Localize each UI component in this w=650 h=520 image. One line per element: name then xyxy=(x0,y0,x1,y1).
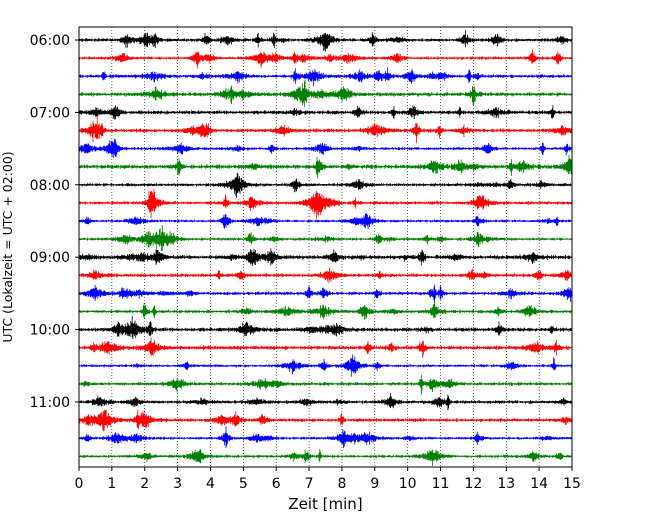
plot-frame xyxy=(78,26,573,468)
x-tick-label: 2 xyxy=(140,476,149,492)
x-tick-label: 5 xyxy=(239,476,248,492)
x-tick-label: 15 xyxy=(563,476,581,492)
y-tick-label: 11:00 xyxy=(30,395,70,411)
y-axis: 06:00 07:00 08:00 09:00 10:00 11:00 xyxy=(30,33,79,411)
x-tick-label: 4 xyxy=(206,476,215,492)
x-tick-label: 14 xyxy=(530,476,548,492)
x-tick-label: 6 xyxy=(272,476,281,492)
plot-area xyxy=(79,27,572,467)
x-tick-label: 13 xyxy=(497,476,515,492)
x-tick-label: 8 xyxy=(337,476,346,492)
y-tick-label: 07:00 xyxy=(30,105,70,121)
x-tick-label: 1 xyxy=(107,476,116,492)
y-tick-label: 09:00 xyxy=(30,250,70,266)
x-tick-label: 7 xyxy=(305,476,314,492)
x-axis: 0 1 2 3 4 5 6 7 8 9 10 11 12 13 14 15 xyxy=(75,467,581,492)
x-tick-label: 12 xyxy=(464,476,482,492)
x-tick-label: 0 xyxy=(75,476,84,492)
x-tick-label: 11 xyxy=(432,476,450,492)
x-gridlines xyxy=(111,27,540,467)
x-tick-label: 9 xyxy=(370,476,379,492)
y-tick-label: 06:00 xyxy=(30,33,70,49)
y-tick-label: 10:00 xyxy=(30,323,70,339)
x-axis-label: Zeit [min] xyxy=(288,495,362,513)
x-tick-label: 10 xyxy=(399,476,417,492)
x-tick-label: 3 xyxy=(173,476,182,492)
y-axis-label: UTC (Lokalzeit = UTC + 02:00) xyxy=(0,151,15,342)
y-tick-label: 08:00 xyxy=(30,178,70,194)
